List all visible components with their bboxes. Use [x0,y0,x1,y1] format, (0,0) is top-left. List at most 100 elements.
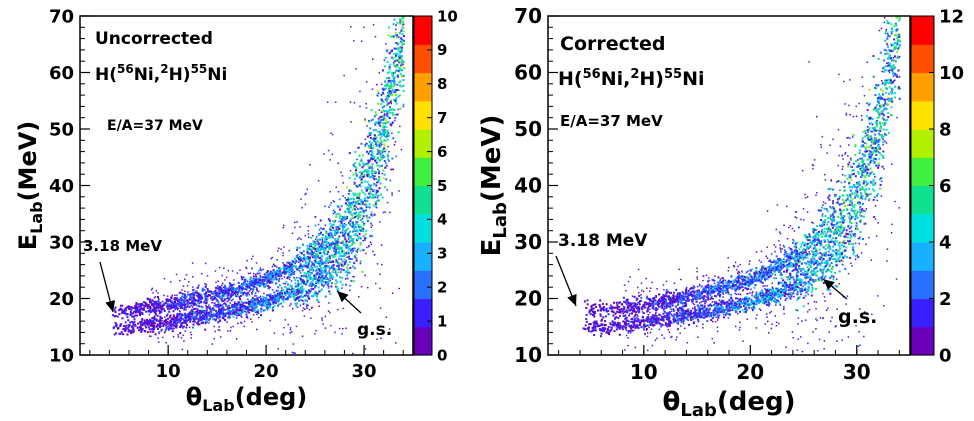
density-point [381,99,383,102]
density-point [691,293,694,296]
density-point [392,85,395,88]
density-point [227,299,230,302]
density-point [888,48,890,51]
density-point [195,307,197,310]
density-point [282,289,285,291]
density-point [355,229,358,232]
density-point [852,249,855,252]
density-point [361,175,363,178]
density-point [199,294,202,297]
density-point [262,283,265,286]
density-point [285,298,287,300]
density-point [141,328,144,331]
density-point [283,276,286,278]
density-point [118,332,121,335]
density-point [772,261,775,264]
density-point [403,16,405,19]
density-point [155,306,158,309]
density-point [318,228,321,231]
density-point [140,304,143,307]
density-points [582,16,902,353]
density-point [266,303,269,305]
density-point [300,259,303,262]
density-point [290,280,293,282]
colorbar-segment [414,86,432,95]
density-point [236,295,239,298]
density-point [388,109,391,111]
density-point [400,57,403,60]
density-point [888,57,891,60]
density-point [350,239,353,242]
density-point [374,123,377,126]
density-point [361,217,364,220]
colorbar-segment [414,65,432,74]
density-point [176,296,179,299]
density-point [229,287,232,290]
density-point [393,80,396,83]
density-point [288,274,291,276]
density-point [796,241,799,244]
density-point [330,274,333,277]
density-point [385,50,388,53]
density-point [355,214,358,217]
density-point [350,225,353,228]
density-point [240,291,243,294]
density-point [219,295,222,298]
density-point [178,299,181,301]
density-point [159,301,162,304]
density-point [221,274,223,277]
density-point [124,329,127,332]
density-point [340,258,343,261]
density-point [256,287,258,289]
density-point [197,323,200,326]
density-point [257,302,260,305]
density-point [271,310,274,312]
density-point [382,148,385,151]
density-point [364,202,367,205]
density-point [235,312,238,315]
density-point [190,298,193,301]
density-point [345,246,348,249]
density-point [140,320,143,323]
density-point [352,250,355,252]
density-point [386,135,389,137]
density-point [216,312,218,314]
density-point [867,194,870,197]
density-point [240,321,242,324]
density-point [399,51,402,54]
density-point [259,282,262,284]
density-point [390,91,393,94]
density-point [306,276,309,279]
density-point [336,260,339,263]
density-point [255,275,258,278]
density-point [382,87,385,90]
density-point [231,284,233,287]
density-point [188,298,191,301]
density-point [356,251,358,253]
density-point [154,313,157,316]
density-point [300,275,303,277]
density-point [324,315,327,318]
density-point [120,331,123,334]
density-point [366,200,369,203]
density-point [360,189,363,192]
density-point [369,241,372,243]
density-point [244,283,247,285]
density-point [198,305,201,308]
density-point [184,303,187,305]
density-point [351,248,353,251]
density-point [192,323,194,325]
density-point [346,277,349,280]
density-point [277,295,280,298]
density-point [184,317,187,320]
density-point [272,295,275,298]
density-point [281,277,283,280]
density-point [205,307,208,310]
density-point [337,247,339,250]
density-point [120,304,122,307]
density-point [249,308,252,311]
density-point [339,208,341,211]
density-point [262,282,265,285]
density-point [252,284,255,287]
density-point [823,235,826,238]
